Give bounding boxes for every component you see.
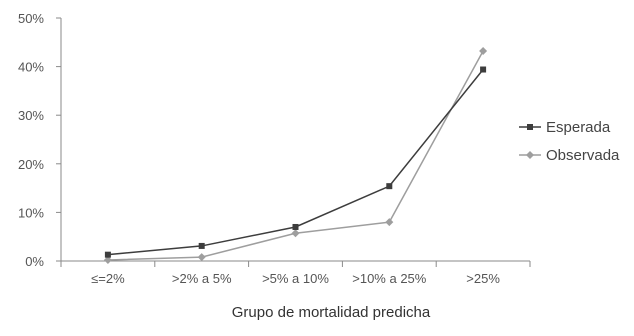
data-point [103, 256, 112, 265]
series-esperada [104, 66, 487, 258]
data-point [480, 66, 487, 73]
data-point [386, 183, 393, 190]
data-point [104, 251, 111, 258]
legend-item-observada: Observada [519, 147, 620, 164]
x-tick-label: >10% a 25% [352, 271, 427, 286]
y-tick-label: 40% [18, 60, 44, 75]
legend-label: Esperada [546, 119, 611, 136]
y-tick-label: 50% [18, 11, 44, 26]
legend-label: Observada [546, 147, 620, 164]
legend: Esperada Observada [519, 119, 620, 164]
x-tick-label: ≤=2% [91, 271, 125, 286]
y-tick-label: 10% [18, 205, 44, 220]
x-tick-label: >2% a 5% [172, 271, 232, 286]
data-point [291, 229, 300, 238]
data-point [197, 253, 206, 262]
series-layer [103, 47, 488, 265]
data-point [479, 47, 488, 56]
x-tick-label: >25% [466, 271, 500, 286]
series-observada [103, 47, 488, 265]
x-axis: ≤=2% >2% a 5% >5% a 10% >10% a 25% >25% [60, 260, 531, 286]
data-point [292, 223, 299, 230]
y-tick-label: 0% [25, 254, 44, 269]
x-axis-title: Grupo de mortalidad predicha [232, 304, 431, 321]
legend-item-esperada: Esperada [519, 119, 611, 136]
data-point [385, 218, 394, 227]
x-tick-label: >5% a 10% [262, 271, 329, 286]
legend-marker [526, 151, 534, 159]
y-axis: 0% 10% 20% 30% 40% 50% [18, 11, 62, 269]
legend-marker [527, 124, 533, 130]
y-tick-label: 20% [18, 157, 44, 172]
y-tick-label: 30% [18, 108, 44, 123]
data-point [198, 242, 205, 249]
